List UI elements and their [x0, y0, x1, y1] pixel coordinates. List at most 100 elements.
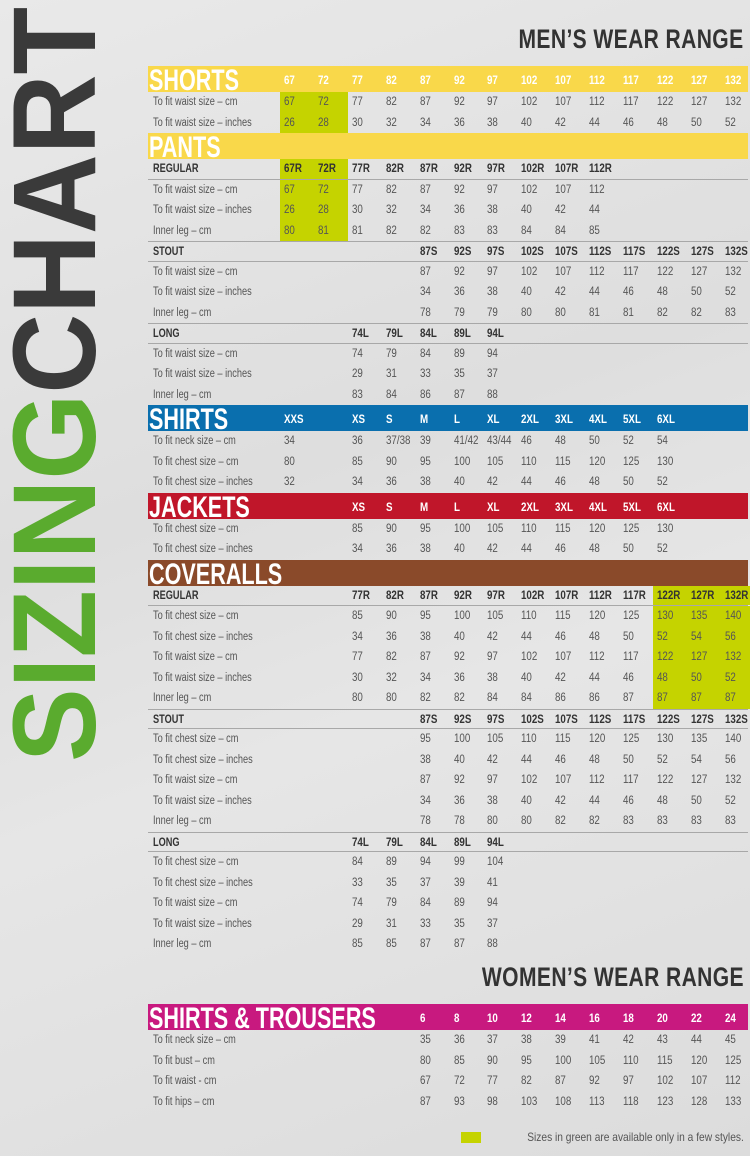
- table-row: To fit waist size – inches 26 28 30 32 34 36 38…: [148, 112, 748, 134]
- cell-value: 122: [656, 75, 674, 87]
- cell-value: 97S: [487, 713, 505, 726]
- size-cell: 38: [416, 472, 450, 493]
- cell-value: 42: [487, 753, 499, 766]
- mens-size-table: SHORTS 67 72 77 82 87 92 97 102 107 112 117 122 127 13…: [148, 66, 750, 955]
- cell-value: 39: [453, 876, 465, 889]
- size-cell: 2XL: [517, 405, 551, 431]
- size-cell: 92: [450, 262, 484, 283]
- size-cell: 52: [619, 431, 653, 452]
- cell-value: 32: [385, 116, 397, 129]
- size-cell: 50: [687, 282, 721, 303]
- cell-value: 40: [453, 476, 465, 488]
- size-cell: 44: [517, 627, 551, 648]
- cell-value: 107: [555, 774, 572, 786]
- size-cell: 102: [517, 92, 551, 113]
- cell-value: 107: [555, 75, 572, 87]
- cell-value: 30: [351, 671, 363, 684]
- size-cell: 40: [517, 791, 551, 812]
- cell-value: 97: [623, 1075, 634, 1087]
- cell-value: 105: [589, 1054, 606, 1067]
- cell-value: 35: [453, 368, 465, 380]
- size-cell: 117R: [619, 586, 653, 606]
- size-cell: 40: [517, 113, 551, 134]
- size-cell: 107: [551, 66, 585, 92]
- size-cell: 74L: [348, 324, 382, 343]
- table-row: To fit chest size – inches 34 36 38 40 42 44 46…: [148, 626, 750, 648]
- cell-value: 88: [487, 938, 499, 950]
- cell-value: M: [419, 414, 428, 426]
- cell-value: 72: [317, 96, 329, 108]
- size-cell: 40: [450, 750, 484, 771]
- size-cell: 122: [653, 770, 687, 791]
- size-cell: 112: [585, 66, 619, 92]
- cell-value: 29: [351, 917, 363, 930]
- cell-value: 5XL: [623, 414, 641, 426]
- size-cell: 87S: [416, 710, 450, 729]
- cell-value: 84L: [419, 836, 437, 849]
- size-cell: 107: [687, 1071, 721, 1092]
- size-cell: 135: [687, 729, 721, 750]
- size-cell: 84: [416, 344, 450, 365]
- size-cell: 34: [416, 113, 450, 134]
- size-cell: 36: [450, 1030, 484, 1051]
- row-label: To fit neck size – cm: [153, 1034, 236, 1046]
- size-cell: 42: [551, 200, 585, 221]
- size-cell: 100: [551, 1051, 585, 1072]
- cell-value: 72: [317, 183, 329, 196]
- cell-value: L: [453, 414, 460, 426]
- cell-value: 127: [690, 75, 708, 87]
- cell-value: M: [419, 501, 428, 514]
- size-cell: 117: [619, 647, 653, 668]
- size-cell: 87: [416, 180, 450, 201]
- size-cell: 120: [585, 606, 619, 627]
- cell-value: 52: [623, 435, 634, 447]
- size-cell: 102R: [517, 159, 551, 179]
- size-cell: XS: [348, 405, 382, 431]
- size-cell: 83: [721, 303, 750, 324]
- size-cell: 24: [721, 1004, 750, 1030]
- size-cell: 125: [619, 606, 653, 627]
- size-cell: 115: [653, 1051, 687, 1072]
- cell-value: L: [453, 501, 460, 514]
- cell-value: 38: [419, 476, 431, 488]
- size-cell: 89L: [450, 324, 484, 343]
- size-cell: 46: [517, 431, 551, 452]
- size-cell: 105: [483, 452, 517, 473]
- size-cell: 33: [348, 873, 382, 894]
- size-cell: 107: [551, 262, 585, 283]
- size-cell: 123: [653, 1092, 687, 1113]
- size-cell: 120: [585, 452, 619, 473]
- cell-value: 80: [521, 306, 533, 319]
- cell-value: 115: [555, 455, 571, 468]
- size-cell: 107R: [551, 159, 585, 179]
- section-bar-shirts-trousers: SHIRTS & TROUSERS 6 8 10 12 14 16 18 20 22 24: [148, 1004, 750, 1034]
- size-cell: 29: [348, 914, 382, 935]
- size-cell: 130: [653, 452, 687, 473]
- cell-value: XL: [487, 414, 500, 426]
- table-row: To fit waist size – inches 29 31 33 35 37: [148, 364, 748, 385]
- size-cell: 40: [450, 472, 484, 493]
- size-cell: 132: [721, 92, 750, 113]
- size-cell: 74L: [348, 833, 382, 852]
- cell-value: 110: [521, 522, 537, 535]
- size-cell: 46: [619, 113, 653, 134]
- cell-value: 105: [487, 610, 504, 622]
- cell-value: 48: [589, 543, 600, 555]
- cell-value: 44: [589, 286, 600, 298]
- size-cell: 33: [416, 364, 450, 385]
- group-heading-long: LONG 74L 79L 84L 89L 94L: [148, 831, 748, 852]
- cell-value: 87: [690, 692, 702, 704]
- size-cell: 122: [653, 262, 687, 283]
- size-cell: 50: [687, 113, 721, 134]
- size-cell: 87: [416, 770, 450, 791]
- table-row: To fit hips – cm 87 93 98 103 108 113 118 123 128…: [148, 1092, 748, 1113]
- cell-value: 44: [521, 476, 533, 488]
- size-cell: 117: [619, 66, 653, 92]
- cell-value: 39: [555, 1034, 567, 1046]
- size-cell: 92: [585, 1071, 619, 1092]
- size-cell: 43/44: [483, 431, 517, 452]
- size-cell: 100: [450, 452, 484, 473]
- title-sizing: SIZING: [0, 394, 110, 762]
- size-cell: 40: [450, 539, 484, 560]
- section-title: SHIRTS: [149, 403, 229, 436]
